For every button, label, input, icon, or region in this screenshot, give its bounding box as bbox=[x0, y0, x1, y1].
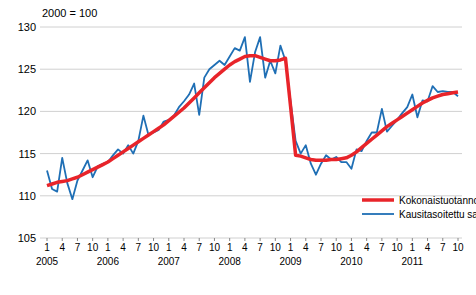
x-tick bbox=[260, 238, 261, 241]
x-tick bbox=[199, 238, 200, 241]
y-tick-label: 125 bbox=[18, 63, 36, 75]
x-tick-label: 1 bbox=[166, 242, 172, 253]
grid-line bbox=[40, 111, 462, 112]
x-tick-label: 7 bbox=[257, 242, 263, 253]
x-tick-label: 7 bbox=[136, 242, 142, 253]
y-tick-label: 115 bbox=[18, 148, 36, 160]
x-tick bbox=[412, 238, 413, 241]
x-tick-label: 7 bbox=[379, 242, 385, 253]
x-tick-label: 10 bbox=[148, 242, 160, 253]
series-line bbox=[47, 56, 458, 186]
x-tick bbox=[153, 238, 154, 241]
x-tick-label: 7 bbox=[196, 242, 202, 253]
x-tick bbox=[381, 238, 382, 241]
plot bbox=[47, 37, 458, 199]
x-tick bbox=[351, 238, 352, 241]
x-tick-label: 4 bbox=[59, 242, 65, 253]
year-label: 2005 bbox=[36, 256, 59, 267]
year-label: 2011 bbox=[402, 256, 424, 267]
x-tick-label: 1 bbox=[410, 242, 416, 253]
x-tick bbox=[244, 238, 245, 241]
x-tick bbox=[62, 238, 63, 241]
x-tick-label: 10 bbox=[452, 242, 464, 253]
x-tick-label: 7 bbox=[440, 242, 446, 253]
x-tick bbox=[397, 238, 398, 241]
x-tick bbox=[47, 238, 48, 241]
year-label: 2010 bbox=[340, 256, 363, 267]
x-tick bbox=[77, 238, 78, 241]
y-tick-label: 110 bbox=[18, 190, 36, 202]
x-tick bbox=[305, 238, 306, 241]
x-tick-label: 4 bbox=[364, 242, 370, 253]
legend-label: Kausitasoitettu sarja bbox=[399, 209, 476, 220]
x-tick bbox=[92, 238, 93, 241]
x-tick bbox=[107, 238, 108, 241]
x-tick-label: 4 bbox=[242, 242, 248, 253]
grid-line bbox=[40, 69, 462, 70]
x-tick bbox=[184, 238, 185, 241]
grid-line bbox=[40, 153, 462, 154]
x-tick-label: 1 bbox=[44, 242, 50, 253]
x-tick bbox=[442, 238, 443, 241]
year-label: 2008 bbox=[219, 256, 242, 267]
x-tick-label: 10 bbox=[331, 242, 343, 253]
x-tick bbox=[229, 238, 230, 241]
year-label: 2006 bbox=[97, 256, 120, 267]
x-tick-label: 10 bbox=[392, 242, 404, 253]
series-line bbox=[47, 37, 458, 199]
x-tick bbox=[138, 238, 139, 241]
x-tick-label: 4 bbox=[425, 242, 431, 253]
grid-line bbox=[40, 27, 462, 28]
x-tick-label: 7 bbox=[75, 242, 81, 253]
y-tick-label: 130 bbox=[18, 21, 36, 33]
x-tick bbox=[275, 238, 276, 241]
x-tick-label: 4 bbox=[303, 242, 309, 253]
chart: 2000 = 100105110115120125130147101471014… bbox=[0, 0, 476, 295]
x-tick-label: 1 bbox=[349, 242, 355, 253]
x-tick bbox=[336, 238, 337, 241]
x-tick-label: 4 bbox=[120, 242, 126, 253]
x-tick bbox=[290, 238, 291, 241]
x-tick bbox=[168, 238, 169, 241]
y-tick-label: 105 bbox=[18, 232, 36, 244]
year-label: 2009 bbox=[279, 256, 302, 267]
y-tick-label: 120 bbox=[18, 105, 36, 117]
x-tick-label: 7 bbox=[318, 242, 324, 253]
x-tick-label: 10 bbox=[87, 242, 99, 253]
x-tick bbox=[427, 238, 428, 241]
legend-label: Kokonaistuotannon trendi bbox=[399, 195, 476, 206]
grid-line bbox=[40, 238, 462, 239]
x-tick-label: 1 bbox=[105, 242, 111, 253]
legend-swatch bbox=[362, 198, 394, 202]
x-tick bbox=[123, 238, 124, 241]
x-tick-label: 10 bbox=[270, 242, 282, 253]
x-tick bbox=[458, 238, 459, 241]
x-tick-label: 1 bbox=[227, 242, 233, 253]
x-tick bbox=[366, 238, 367, 241]
x-tick-label: 1 bbox=[288, 242, 294, 253]
legend-swatch bbox=[362, 213, 394, 215]
subtitle: 2000 = 100 bbox=[42, 7, 97, 19]
x-tick bbox=[214, 238, 215, 241]
x-tick-label: 4 bbox=[181, 242, 187, 253]
year-label: 2007 bbox=[158, 256, 181, 267]
x-tick-label: 10 bbox=[209, 242, 221, 253]
x-tick bbox=[321, 238, 322, 241]
